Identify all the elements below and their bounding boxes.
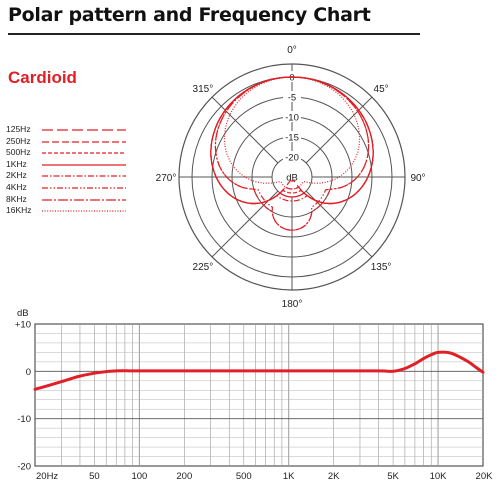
freq-y-tick-label: 0 [26,367,31,378]
polar-angle-label: 225° [193,262,214,273]
polar-angle-label: 270° [156,173,177,184]
freq-y-tick-label: -20 [17,462,31,473]
ring-label-bg [283,111,301,122]
legend-label: 16KHz [6,205,32,216]
freq-x-tick-label: 100 [131,471,147,482]
legend-swatch [42,198,126,201]
ring-label-bg [283,131,301,142]
ring-label-bg [283,171,301,182]
legend-label: 250Hz [6,135,31,146]
legend-item: 250Hz [6,136,128,148]
polar-angle-label: 180° [282,299,303,310]
polar-chart: 0° 45° 90° 135° 180° 225° 270° 315° 0 -5 -10 -15 -20… [156,45,426,310]
legend-label: 1KHz [6,158,27,169]
freq-x-tick-label: 2K [328,471,340,482]
polar-spoke [305,96,373,164]
polar-ring-label: -10 [285,113,299,124]
legend-item: 4KHz [6,182,128,194]
legend-swatch [42,140,126,143]
polar-angle-label: 0° [287,45,297,56]
legend-label: 125Hz [6,124,31,134]
polar-angle-label: 90° [410,173,425,184]
polar-ring-label: -5 [288,93,296,104]
legend-label: 2KHz [6,170,27,181]
legend-item: 8KHz [6,194,128,206]
freq-y-tick-label: -10 [17,414,31,425]
freq-y-axis-label: dB [17,308,29,319]
polar-ring-label: 0 [289,73,294,84]
legend-label: 500Hz [6,147,31,158]
polar-series-curve [214,76,370,231]
freq-x-tick-label: 1K [283,471,295,482]
freq-x-tick-label: 500 [236,471,252,482]
legend-item: 500Hz [6,147,128,159]
freq-x-tick-label: 20Hz [36,471,58,482]
polar-series-curve [223,76,361,190]
polar-ring-label: -20 [285,153,299,164]
frequency-chart: dB+10 0 -10 -20 20Hz 50 100 200 500 1K 2K 5K 10K 20K [15,308,493,482]
freq-x-tick-label: 5K [387,471,399,482]
legend-label: 8KHz [6,193,27,204]
polar-ring-label: dB [286,173,298,184]
title-divider [8,33,420,35]
freq-x-tick-label: 200 [176,471,192,482]
frequency-response-curve [33,350,485,391]
freq-x-tick-label: 10K [430,471,448,482]
polar-series-curve [210,76,374,205]
legend-item: 2KHz [6,170,128,182]
polar-legend: 125Hz 250Hz 500Hz 1KHz 2KHz 4KHz 8KHz 16KHz [6,124,128,217]
legend-item: 16KHz [6,205,128,217]
freq-plot-frame [34,323,484,467]
page-title: Polar pattern and Frequency Chart [8,4,371,26]
polar-angle-label: 135° [371,262,392,273]
polar-pattern-type: Cardioid [8,68,77,87]
legend-swatch [42,210,126,212]
freq-x-tick-label: 20K [476,471,494,482]
legend-swatch [42,187,126,189]
legend-swatch [42,164,126,166]
polar-ring-label: -15 [285,133,299,144]
freq-x-tick-label: 50 [89,471,100,482]
legend-label: 4KHz [6,181,27,192]
freq-y-tick-label: +10 [15,320,31,331]
ring-label-bg [283,91,301,102]
legend-item: 125Hz [6,124,128,136]
ring-label-bg [283,151,301,162]
legend-swatch [42,175,126,178]
polar-spoke [211,96,279,164]
legend-swatch [42,129,126,131]
polar-angle-label: 45° [374,84,389,95]
polar-angle-label: 315° [193,84,214,95]
legend-swatch [42,152,126,154]
legend-item: 1KHz [6,159,128,171]
